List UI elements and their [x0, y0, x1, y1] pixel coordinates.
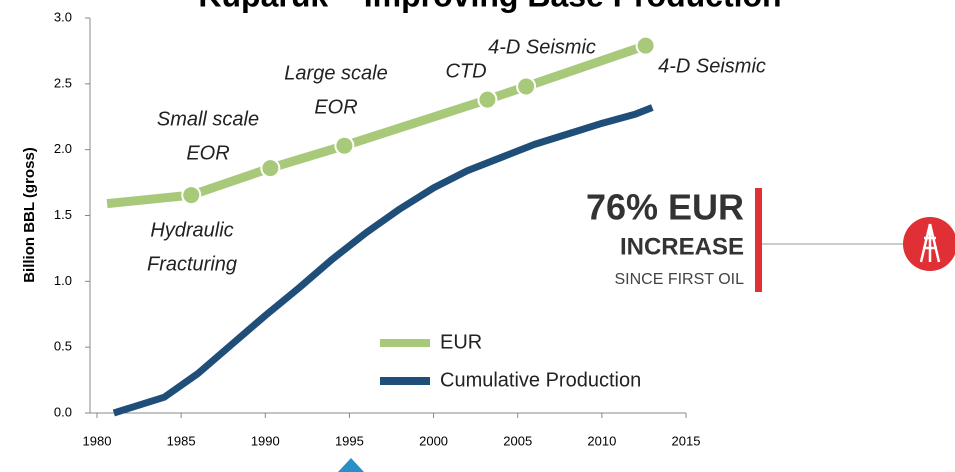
annotation: Small scale [157, 108, 259, 130]
annotation: EOR [314, 96, 357, 118]
callout-text: SINCE FIRST OIL [614, 271, 744, 288]
y-tick-label: 0.5 [54, 339, 72, 354]
annotation: CTD [445, 60, 486, 82]
annotation: Large scale [284, 62, 387, 84]
legend-label: EUR [440, 331, 482, 353]
eur-point [260, 158, 281, 179]
eur-point [181, 185, 202, 206]
x-tick-label: 1985 [167, 433, 196, 448]
x-tick-label: 2010 [587, 433, 616, 448]
rig-icon-shape [919, 223, 941, 263]
series-line [112, 104, 654, 417]
y-tick-label: 1.5 [54, 207, 72, 222]
x-tick-label: 1990 [251, 433, 280, 448]
callout-text: INCREASE [620, 233, 744, 260]
annotation: 4-D Seismic [658, 55, 766, 77]
annotation: EOR [186, 142, 229, 164]
y-tick-label: 2.0 [54, 141, 72, 156]
annotation: Hydraulic [150, 219, 233, 241]
eur-point [477, 89, 498, 110]
x-tick-label: 1995 [335, 433, 364, 448]
y-tick-label: 3.0 [54, 9, 72, 24]
y-tick-label: 0.0 [54, 404, 72, 419]
callout-text: 76% EUR [586, 187, 744, 228]
x-tick-label: 2005 [503, 433, 532, 448]
chart-title: Kuparuk – Improving Base Production [198, 0, 781, 13]
red-bar [755, 188, 762, 292]
eur-point [635, 35, 656, 56]
annotation: 4-D Seismic [488, 36, 596, 58]
y-axis-label: Billion BBL (gross) [21, 147, 38, 283]
eur-point [516, 76, 537, 97]
eur-point [334, 135, 355, 156]
y-tick-label: 1.0 [54, 273, 72, 288]
marker-triangle [338, 458, 364, 472]
x-tick-label: 2015 [672, 433, 701, 448]
x-tick-label: 1980 [83, 433, 112, 448]
legend-label: Cumulative Production [440, 369, 641, 391]
annotation: Fracturing [147, 253, 237, 275]
y-tick-label: 2.5 [54, 75, 72, 90]
x-tick-label: 2000 [419, 433, 448, 448]
